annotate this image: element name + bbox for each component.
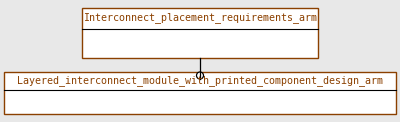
Text: Interconnect_placement_requirements_arm: Interconnect_placement_requirements_arm [83, 13, 317, 23]
Circle shape [196, 72, 204, 79]
Bar [4, 72, 396, 114]
Bar [82, 8, 318, 58]
Text: Layered_interconnect_module_with_printed_component_design_arm: Layered_interconnect_module_with_printed… [17, 75, 383, 86]
